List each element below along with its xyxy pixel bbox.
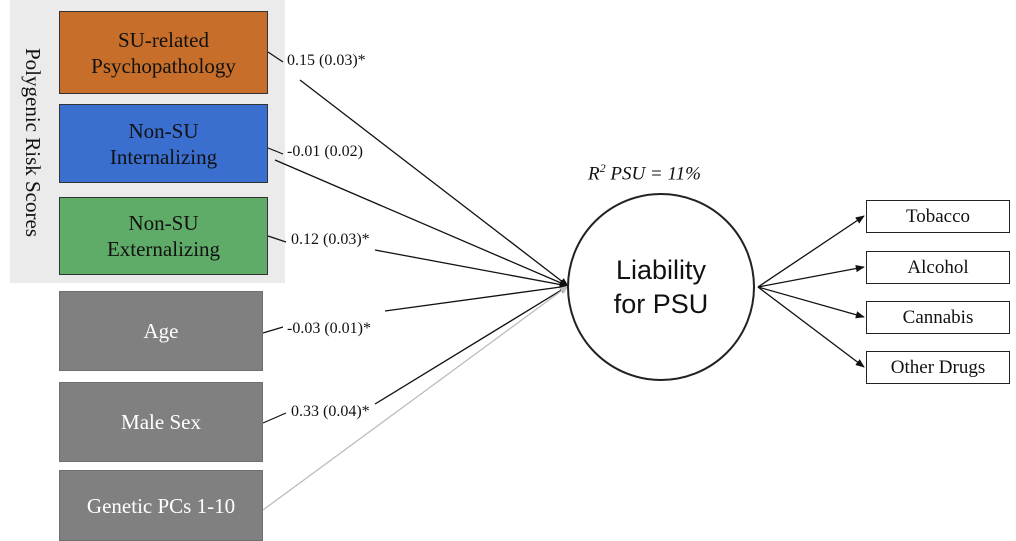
predictor-box-su-related-psychopathology: SU-related Psychopathology	[59, 11, 268, 94]
covariate-box-age: Age	[59, 291, 263, 371]
coef-connector-2	[267, 235, 287, 243]
predictor-box-non-su-internalizing: Non-SU Internalizing	[59, 104, 268, 183]
coef-connector-4	[262, 412, 287, 424]
path-liability-to-indicator-2	[757, 286, 865, 319]
indicator-box-alcohol: Alcohol	[866, 251, 1010, 284]
coef-connector-0	[267, 51, 284, 63]
covariate-box-genetic-pcs: Genetic PCs 1-10	[59, 470, 263, 541]
r-squared-label: R2 PSU = 11%	[588, 161, 701, 185]
path-su-related-to-liability	[299, 79, 569, 287]
path-age-to-liability	[384, 283, 569, 312]
path-coefficient-internalizing: -0.01 (0.02)	[287, 143, 363, 160]
path-liability-to-indicator-0	[757, 215, 865, 288]
covariate-box-male-sex: Male Sex	[59, 382, 263, 462]
path-coefficient-male-sex: 0.33 (0.04)*	[291, 403, 370, 420]
indicator-box-other-drugs: Other Drugs	[866, 351, 1010, 384]
path-coefficient-externalizing: 0.12 (0.03)*	[291, 231, 370, 248]
indicator-box-tobacco: Tobacco	[866, 200, 1010, 233]
path-coefficient-age: -0.03 (0.01)*	[287, 320, 371, 337]
coef-connector-1	[267, 147, 284, 155]
coef-connector-3	[262, 326, 284, 334]
path-liability-to-indicator-3	[757, 286, 865, 368]
path-liability-to-indicator-1	[757, 264, 865, 288]
path-genetic-pcs-to-liability	[262, 285, 569, 511]
indicator-box-cannabis: Cannabis	[866, 301, 1010, 334]
predictor-box-non-su-externalizing: Non-SU Externalizing	[59, 197, 268, 275]
path-internalizing-to-liability	[274, 159, 569, 287]
path-externalizing-to-liability	[374, 249, 569, 289]
path-male-sex-to-liability	[374, 285, 569, 405]
latent-liability-for-psu: Liability for PSU	[567, 193, 755, 381]
path-coefficient-su-related: 0.15 (0.03)*	[287, 52, 366, 69]
